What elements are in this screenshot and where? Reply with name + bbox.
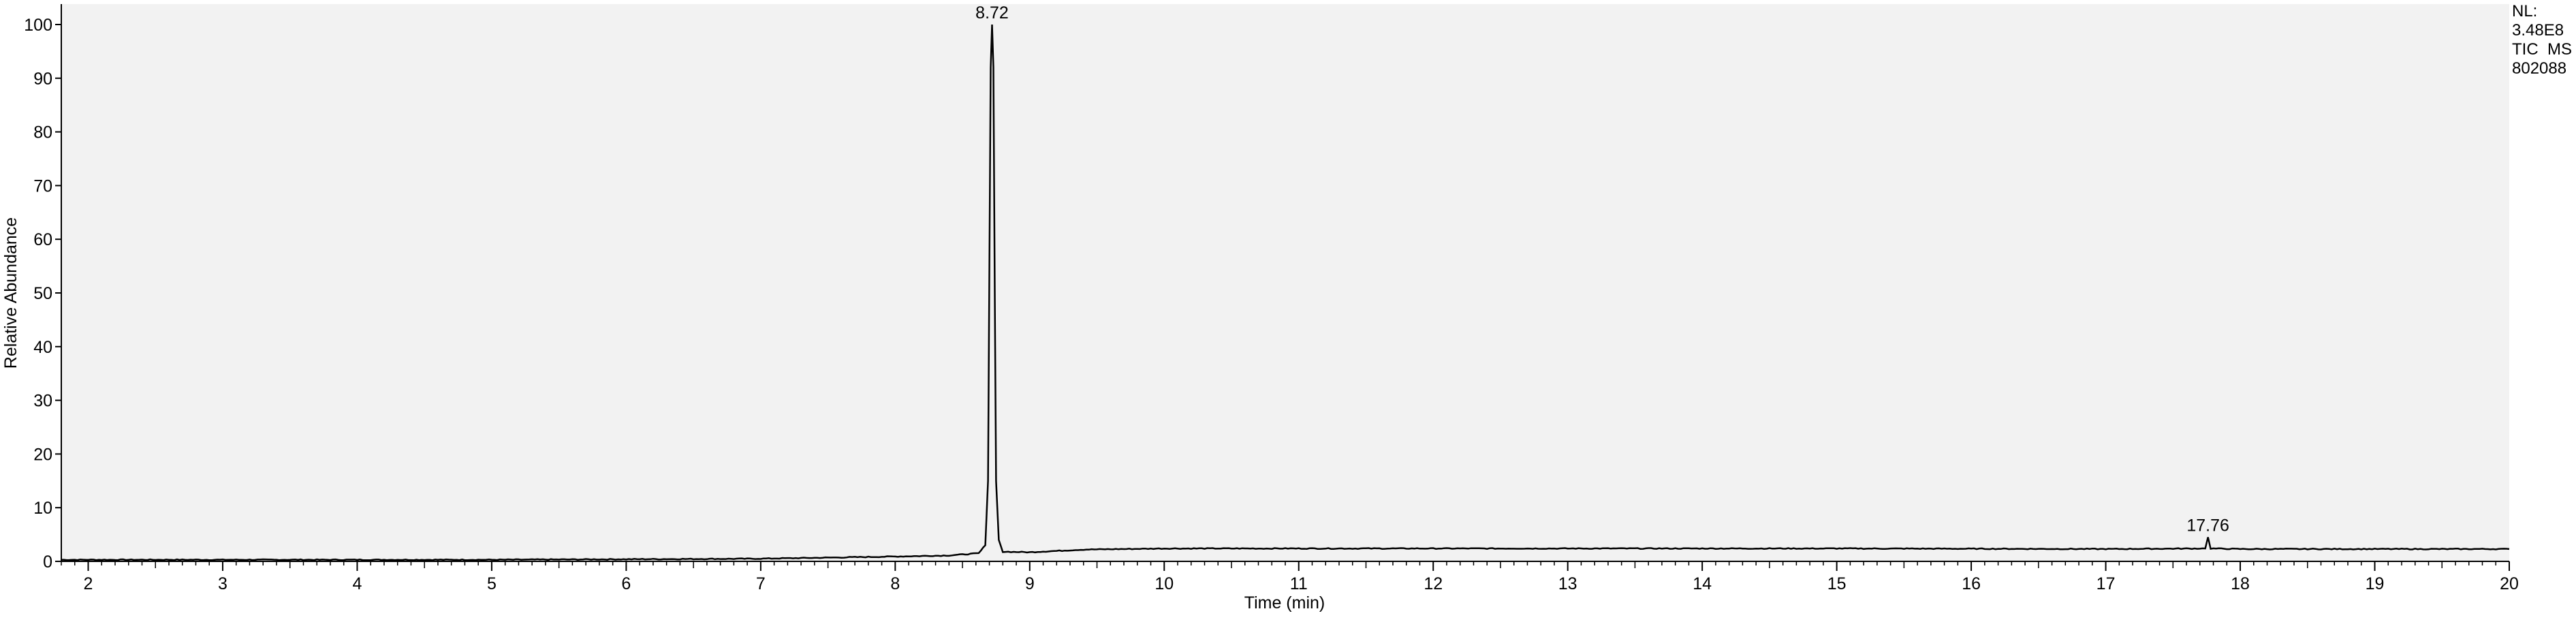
y-tick-label-0: 0 <box>43 553 52 572</box>
x-tick-label-10: 12 <box>1424 574 1443 593</box>
x-tick-label-11: 13 <box>1558 574 1577 593</box>
x-tick-label-9: 11 <box>1290 574 1308 593</box>
x-tick-label-6: 8 <box>890 574 900 593</box>
y-axis-ticks: 0 10 20 30 40 50 60 70 80 90 100 <box>24 16 61 572</box>
x-tick-label-0: 2 <box>84 574 93 593</box>
x-tick-label-18: 20 <box>2500 574 2519 593</box>
x-tick-label-15: 17 <box>2096 574 2116 593</box>
x-tick-label-3: 5 <box>487 574 497 593</box>
x-tick-label-13: 15 <box>1827 574 1847 593</box>
y-tick-label-10: 100 <box>24 16 52 35</box>
y-tick-label-5: 50 <box>33 284 52 303</box>
y-tick-label-1: 10 <box>33 499 52 518</box>
y-tick-label-8: 80 <box>33 123 52 142</box>
sample-name: 802088 <box>2512 59 2566 78</box>
trace-type: TIC MS <box>2512 40 2572 59</box>
x-tick-label-12: 14 <box>1693 574 1712 593</box>
y-tick-label-9: 90 <box>33 69 52 89</box>
x-tick-label-7: 9 <box>1025 574 1035 593</box>
x-axis-label: Time (min) <box>1244 593 1325 612</box>
peak-labels: 8.72 17.76 <box>975 3 2229 535</box>
peak-label-0: 8.72 <box>975 3 1009 22</box>
x-tick-label-1: 3 <box>218 574 227 593</box>
y-axis-label: Relative Abundance <box>1 217 20 369</box>
nl-value: 3.48E8 <box>2512 21 2564 40</box>
x-tick-label-2: 4 <box>352 574 362 593</box>
x-tick-label-16: 18 <box>2231 574 2250 593</box>
x-tick-label-17: 19 <box>2366 574 2385 593</box>
y-tick-label-6: 60 <box>33 230 52 249</box>
tic-trace-line <box>61 24 2510 561</box>
peak-label-1: 17.76 <box>2186 516 2229 535</box>
nl-label: NL: <box>2512 2 2537 20</box>
x-tick-label-4: 6 <box>621 574 631 593</box>
y-tick-label-3: 30 <box>33 392 52 411</box>
x-tick-label-5: 7 <box>756 574 766 593</box>
y-tick-label-4: 40 <box>33 338 52 357</box>
x-axis-ticks: 2 3 4 5 6 7 8 9 10 11 12 13 14 15 16 17 18 19 20 <box>61 561 2519 593</box>
x-tick-label-14: 16 <box>1962 574 1981 593</box>
y-tick-label-7: 70 <box>33 176 52 196</box>
plot-area <box>61 4 2509 561</box>
x-tick-label-8: 10 <box>1155 574 1174 593</box>
y-tick-label-2: 20 <box>33 445 52 464</box>
